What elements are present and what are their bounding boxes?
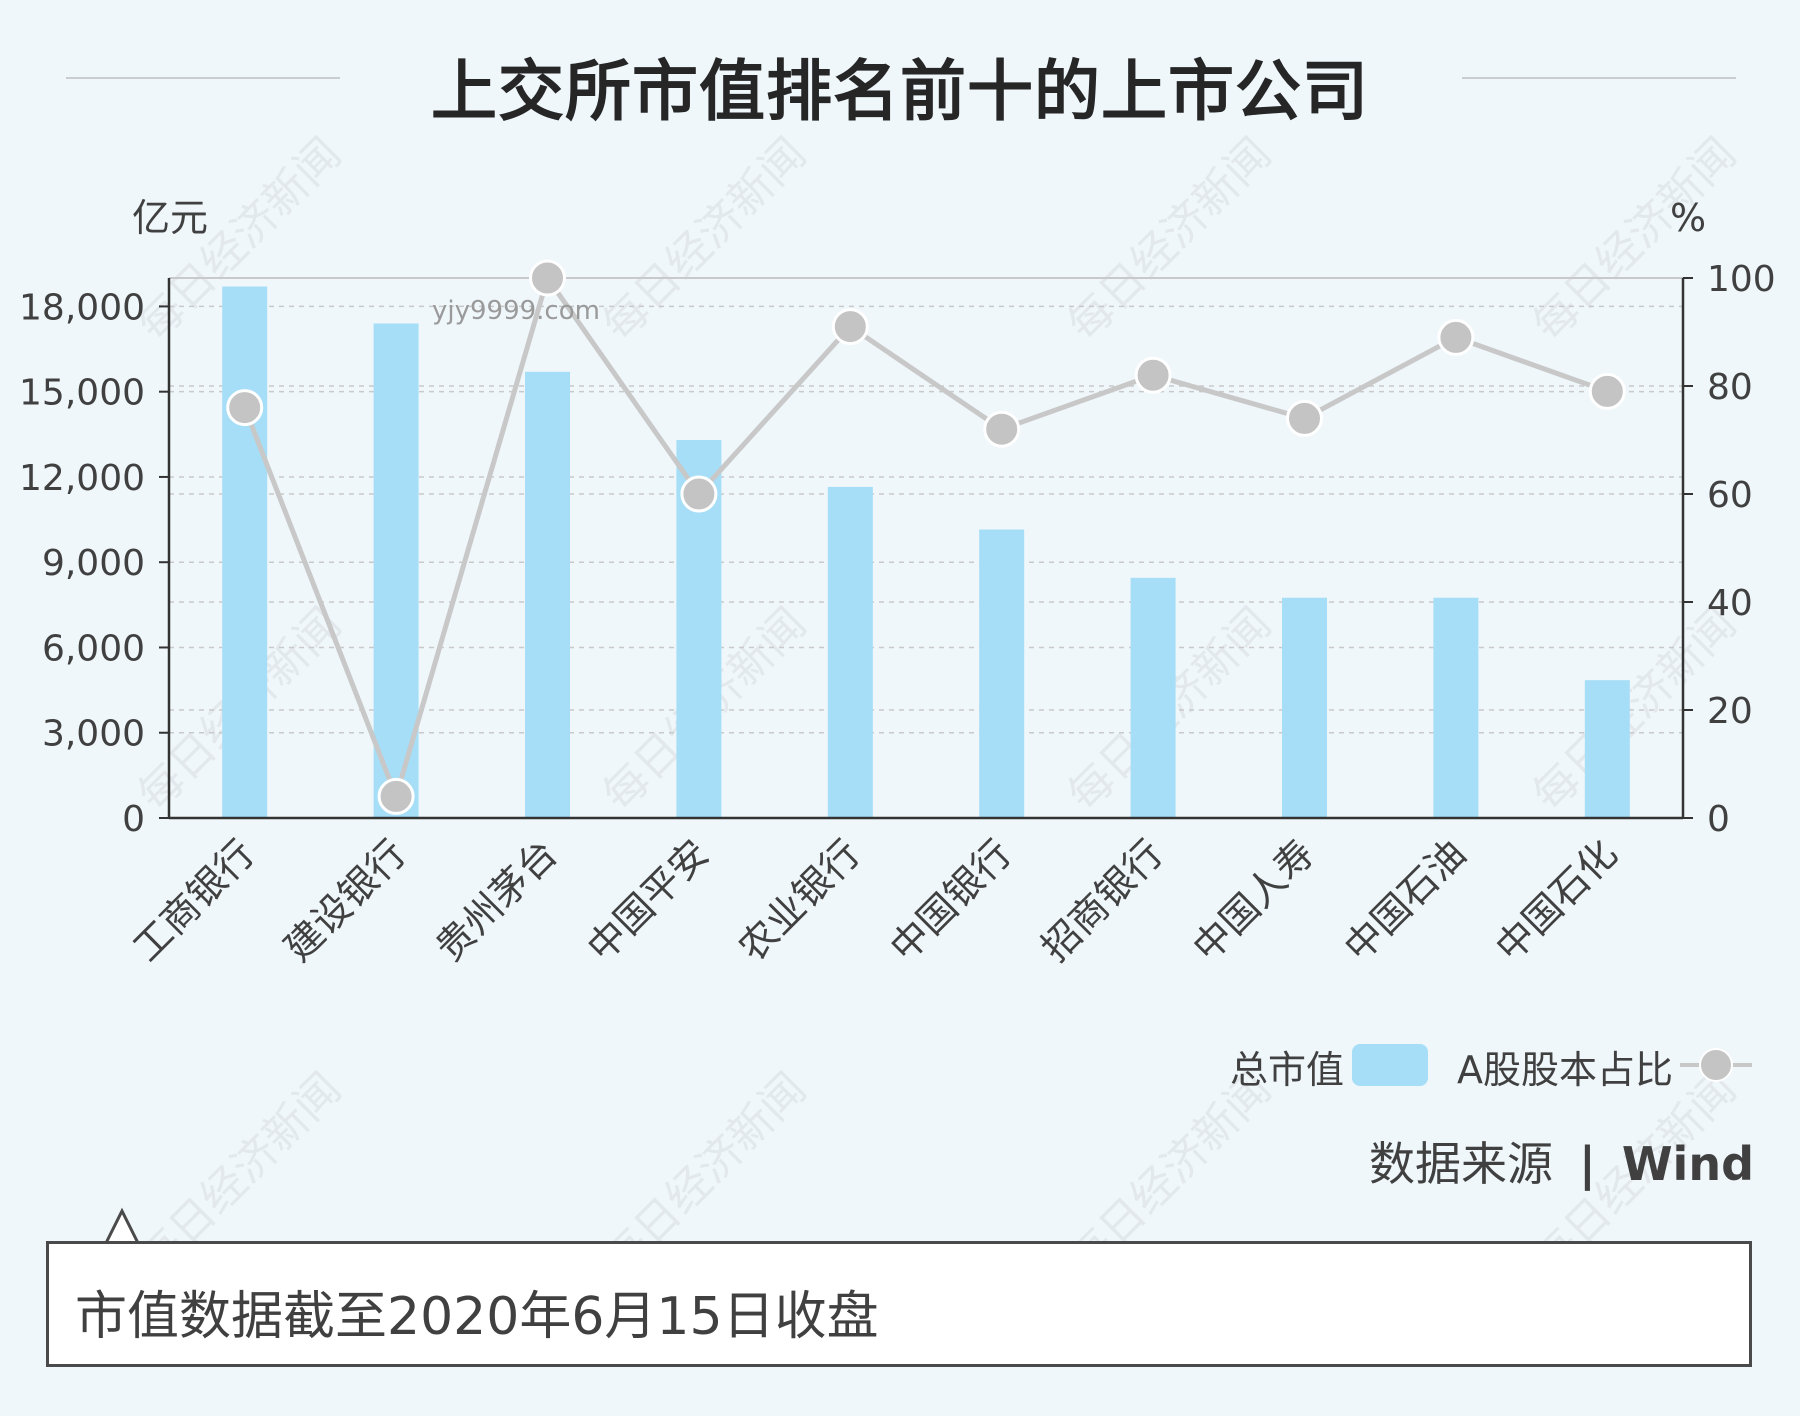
y-tick-label-left: 12,000: [19, 458, 145, 499]
bar: [979, 529, 1025, 818]
bar: [1130, 577, 1176, 818]
x-tick-label: 中国平安: [579, 831, 718, 970]
line-point: [529, 259, 566, 297]
line-point: [680, 475, 718, 513]
legend-label-line: A股股本占比: [1457, 1048, 1673, 1092]
y-tick-label-left: 0: [122, 799, 145, 840]
note-text: 市值数据截至2020年6月15日收盘: [75, 1287, 879, 1347]
line-point: [377, 777, 415, 815]
x-tick-label: 贵州茅台: [427, 831, 566, 970]
line-point: [1588, 372, 1626, 410]
x-tick-label: 建设银行: [276, 831, 415, 970]
bar: [1584, 680, 1630, 818]
title-rule-right: [1462, 77, 1736, 79]
y-tick-label-right: 0: [1707, 799, 1730, 840]
x-tick-label: 中国石油: [1336, 831, 1475, 970]
y-axis-unit-right: %: [1670, 196, 1706, 240]
title-rule-left: [66, 77, 340, 79]
line-point: [1286, 399, 1323, 437]
line-point: [983, 410, 1021, 448]
bar: [222, 286, 268, 818]
x-tick-label: 农业银行: [730, 831, 869, 970]
x-tick-label: 中国人寿: [1184, 831, 1323, 970]
y-tick-label-right: 40: [1707, 583, 1753, 624]
bar: [827, 486, 873, 818]
x-tick-label: 招商银行: [1033, 831, 1172, 970]
y-tick-label-left: 15,000: [19, 373, 145, 414]
line-point: [831, 308, 869, 346]
watermark-text: 每日经济新闻: [593, 128, 816, 351]
data-source: 数据来源 | Wind: [1369, 1128, 1754, 1194]
line-point: [226, 389, 264, 427]
bar: [525, 371, 570, 818]
line-point: [1134, 356, 1172, 394]
source-label: 数据来源: [1369, 1137, 1553, 1191]
bar: [373, 323, 419, 818]
y-axis-unit-left: 亿元: [132, 196, 208, 240]
source-separator: |: [1579, 1137, 1596, 1191]
y-tick-label-right: 60: [1707, 475, 1753, 516]
y-tick-label-right: 80: [1707, 367, 1753, 408]
x-tick-label: 中国石化: [1487, 831, 1626, 970]
y-tick-label-right: 20: [1707, 691, 1753, 732]
legend-swatch-bar: [1352, 1044, 1428, 1086]
y-tick-label-left: 6,000: [42, 628, 145, 669]
chart-title: 上交所市值排名前十的上市公司: [431, 53, 1369, 130]
bar: [1282, 597, 1327, 818]
line-point: [1437, 318, 1475, 356]
site-watermark: yjy9999.com: [432, 296, 600, 326]
y-tick-label-left: 3,000: [42, 714, 145, 755]
series-line: [242, 272, 1609, 805]
legend-label-bar: 总市值: [1230, 1048, 1344, 1092]
note-pointer: [104, 1207, 140, 1243]
x-tick-label: 中国银行: [881, 831, 1020, 970]
watermark-text: 每日经济新闻: [1523, 128, 1746, 351]
legend-swatch-marker: [1699, 1048, 1733, 1082]
y-tick-label-right: 100: [1707, 259, 1776, 300]
y-tick-label-left: 18,000: [19, 287, 145, 328]
source-name: Wind: [1621, 1137, 1754, 1191]
note-box: 市值数据截至2020年6月15日收盘: [46, 1241, 1752, 1367]
x-tick-label: 工商银行: [124, 831, 263, 970]
watermark-text: 每日经济新闻: [1058, 128, 1281, 351]
bar: [1433, 597, 1479, 818]
y-tick-label-left: 9,000: [42, 543, 145, 584]
